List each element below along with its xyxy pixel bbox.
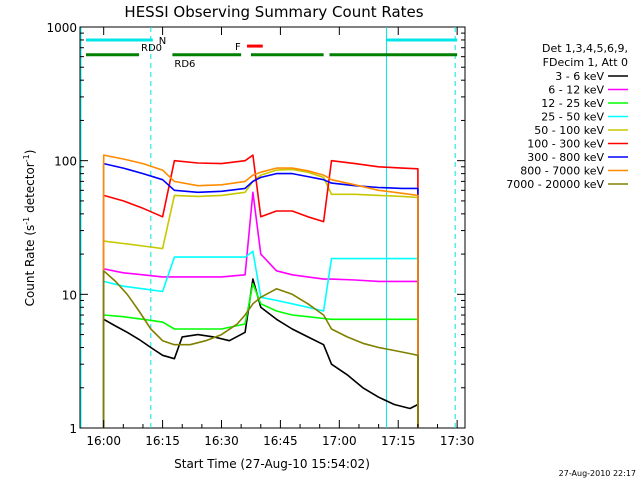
x-tick-label-5: 17:15: [381, 434, 416, 448]
flag-label-f: F: [235, 42, 241, 53]
legend-label-5: 100 - 300 keV: [527, 138, 604, 151]
series-line-12-25-kev: [102, 282, 419, 428]
y-axis: 1 10 100 1000: [46, 21, 465, 436]
reference-lines: [80, 27, 456, 428]
legend-label-4: 50 - 100 keV: [534, 124, 604, 137]
series-line-50-100-kev: [102, 168, 419, 428]
y-tick-label-3: 1000: [46, 21, 77, 35]
x-tick-label-0: 16:00: [86, 434, 121, 448]
series-line-800-7000-kev: [102, 154, 419, 428]
x-tick-label-3: 16:45: [263, 434, 298, 448]
y-axis-label-main: Count Rate (s: [23, 225, 37, 307]
legend-label-2: 12 - 25 keV: [541, 97, 604, 110]
legend-header-line-1: Det 1,3,4,5,6,9,: [542, 42, 628, 55]
legend-label-3: 25 - 50 keV: [541, 111, 604, 124]
y-axis-label-mid: detector: [23, 162, 37, 217]
x-tick-label-4: 17:00: [322, 434, 357, 448]
flag-label-n: N: [159, 36, 166, 47]
y-tick-label-2: 100: [54, 155, 77, 169]
legend-label-1: 6 - 12 keV: [548, 84, 604, 97]
legend: Det 1,3,4,5,6,9, FDecim 1, Att 0 3 - 6 k…: [506, 42, 628, 191]
y-axis-label: Count Rate (s-1 detector-1): [22, 150, 37, 307]
legend-label-6: 300 - 800 keV: [527, 151, 604, 164]
series-line-300-800-kev: [102, 162, 419, 428]
y-tick-label-1: 10: [62, 288, 77, 302]
legend-header-line-2: FDecim 1, Att 0: [543, 56, 628, 69]
y-axis-label-sup1: -1: [22, 217, 31, 225]
y-tick-label-0: 1: [69, 422, 77, 436]
legend-label-8: 7000 - 20000 keV: [506, 178, 604, 191]
plot-frame: [79, 26, 466, 429]
chart-title: HESSI Observing Summary Count Rates: [124, 3, 423, 21]
series-line-7000-20000-kev: [102, 270, 419, 428]
series-line-100-300-kev: [102, 154, 419, 428]
x-tick-label-6: 17:30: [440, 434, 475, 448]
series-layer: [102, 154, 419, 428]
flag-label-rd0: RD0: [141, 43, 162, 54]
series-line-25-50-kev: [102, 250, 419, 428]
x-tick-label-1: 16:15: [145, 434, 180, 448]
x-axis: 16:00 16:15 16:30 16:45 17:00 17:15 17:30: [86, 27, 474, 448]
y-axis-label-end: ): [23, 150, 37, 155]
legend-label-7: 800 - 7000 keV: [520, 165, 604, 178]
series-line-3-6-kev: [102, 278, 419, 428]
x-axis-label: Start Time (27-Aug-10 15:54:02): [174, 457, 370, 471]
legend-label-0: 3 - 6 keV: [555, 70, 604, 83]
y-axis-label-sup2: -1: [22, 154, 31, 162]
series-line-6-12-kev: [102, 191, 419, 428]
flag-label-rd6: RD6: [174, 59, 195, 70]
timestamp: 27-Aug-2010 22:17: [559, 469, 636, 478]
x-tick-label-2: 16:30: [204, 434, 239, 448]
